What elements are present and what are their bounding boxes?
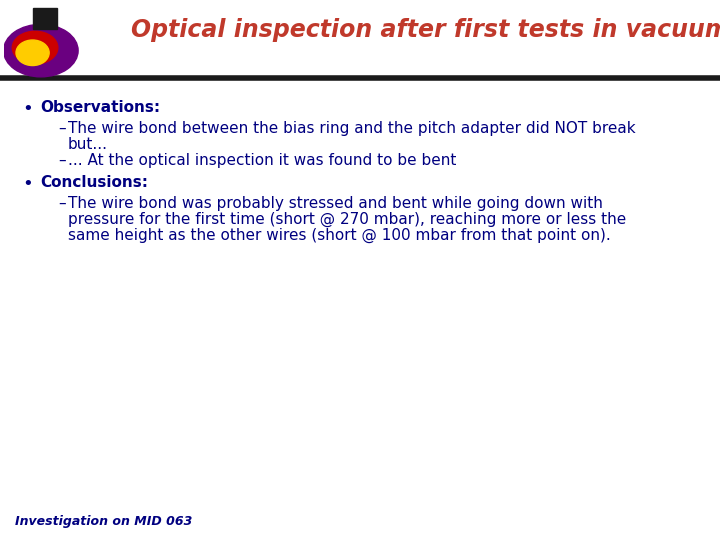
Text: pressure for the first time (short @ 270 mbar), reaching more or less the: pressure for the first time (short @ 270… [68, 212, 626, 227]
Text: •: • [22, 175, 32, 193]
Bar [32, 8, 58, 29]
Ellipse shape [4, 24, 78, 77]
Text: •: • [22, 100, 32, 118]
Text: The wire bond between the bias ring and the pitch adapter did NOT break: The wire bond between the bias ring and … [68, 121, 636, 136]
Text: The wire bond was probably stressed and bent while going down with: The wire bond was probably stressed and … [68, 196, 603, 211]
Text: –: – [58, 121, 66, 136]
Ellipse shape [16, 40, 49, 65]
Text: –: – [58, 196, 66, 211]
Text: same height as the other wires (short @ 100 mbar from that point on).: same height as the other wires (short @ … [68, 228, 611, 243]
Text: Investigation on MID 063: Investigation on MID 063 [15, 515, 192, 528]
Text: –: – [58, 153, 66, 168]
Ellipse shape [12, 31, 58, 64]
Text: Conclusions:: Conclusions: [40, 175, 148, 190]
Text: ... At the optical inspection it was found to be bent: ... At the optical inspection it was fou… [68, 153, 456, 168]
Text: Optical inspection after first tests in vacuum: Optical inspection after first tests in … [131, 18, 720, 42]
Text: Observations:: Observations: [40, 100, 160, 115]
Text: but...: but... [68, 137, 108, 152]
